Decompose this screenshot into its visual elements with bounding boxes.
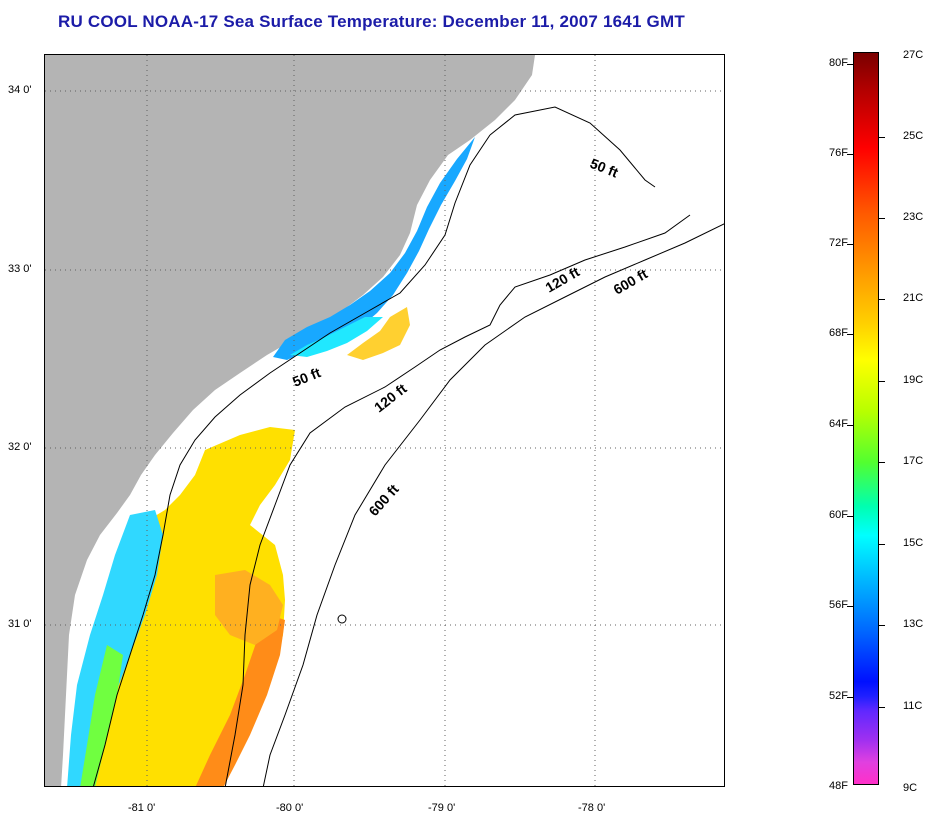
colorbar-tick — [847, 334, 853, 335]
isobath-label: 50 ft — [290, 364, 323, 390]
lon-label: -80 0' — [276, 802, 304, 814]
colorbar-c-label: 17C — [903, 455, 924, 467]
colorbar-tick — [847, 697, 853, 698]
colorbar-f-label: 56F — [829, 599, 848, 611]
colorbar-tick — [879, 707, 885, 708]
colorbar-tick — [879, 381, 885, 382]
map-title: RU COOL NOAA-17 Sea Surface Temperature:… — [58, 12, 685, 31]
isobath-label: 120 ft — [371, 380, 410, 415]
sst-cool-band-north — [273, 137, 475, 360]
colorbar-tick — [879, 299, 885, 300]
colorbar-tick — [847, 425, 853, 426]
isobaths — [93, 106, 724, 786]
colorbar-f-label: 60F — [829, 509, 848, 521]
colorbar-tick — [879, 218, 885, 219]
sst-cyan-band-north — [290, 317, 383, 357]
lat-label: 34 0' — [8, 84, 32, 96]
lon-label: -81 0' — [128, 802, 156, 814]
isobath-120ft — [224, 214, 691, 786]
colorbar-c-label: 9C — [903, 782, 918, 794]
colorbar-f-label: 72F — [829, 237, 848, 249]
sst-yellow-orange-band — [215, 570, 283, 645]
lat-label: 32 0' — [8, 441, 32, 453]
colorbar-c-label: 23C — [903, 211, 924, 223]
sst-cool-band-south — [67, 510, 163, 786]
sst-map-canvas: 50 ft 120 ft 600 ft 50 ft 120 ft 600 ft — [45, 55, 724, 786]
lon-label: -78 0' — [578, 802, 606, 814]
colorbar-tick — [847, 154, 853, 155]
colorbar-tick — [879, 137, 885, 138]
isobath-600ft — [262, 223, 724, 786]
isobath-label: 50 ft — [588, 155, 621, 181]
colorbar-tick — [847, 606, 853, 607]
colorbar-f-label: 64F — [829, 418, 848, 430]
isobath-50ft — [93, 106, 656, 786]
colorbar-c-label: 25C — [903, 130, 924, 142]
colorbar-c-label: 27C — [903, 49, 924, 61]
colorbar-f-label: 76F — [829, 147, 848, 159]
graticule — [45, 55, 724, 786]
temperature-colorbar — [853, 52, 879, 785]
colorbar-tick — [847, 64, 853, 65]
land-mass — [45, 55, 535, 786]
colorbar-c-label: 19C — [903, 374, 924, 386]
sst-green-band-south — [80, 645, 123, 786]
colorbar-f-label: 68F — [829, 327, 848, 339]
colorbar-c-label: 11C — [903, 700, 923, 712]
isobath-label: 600 ft — [365, 481, 402, 519]
lat-label: 31 0' — [8, 618, 32, 630]
lon-label: -79 0' — [428, 802, 456, 814]
lat-label: 33 0' — [8, 263, 32, 275]
colorbar-tick — [879, 544, 885, 545]
sst-warm-patch-north — [347, 307, 410, 360]
colorbar-c-label: 21C — [903, 292, 924, 304]
colorbar-c-label: 15C — [903, 537, 924, 549]
sst-map: 50 ft 120 ft 600 ft 50 ft 120 ft 600 ft — [44, 54, 725, 787]
colorbar-tick — [847, 516, 853, 517]
colorbar-c-label: 13C — [903, 618, 924, 630]
colorbar-tick — [847, 244, 853, 245]
colorbar-f-label: 80F — [829, 57, 848, 69]
colorbar-tick — [879, 625, 885, 626]
colorbar-f-label: 52F — [829, 690, 848, 702]
colorbar-f-label: 48F — [829, 780, 848, 792]
colorbar-tick — [879, 462, 885, 463]
